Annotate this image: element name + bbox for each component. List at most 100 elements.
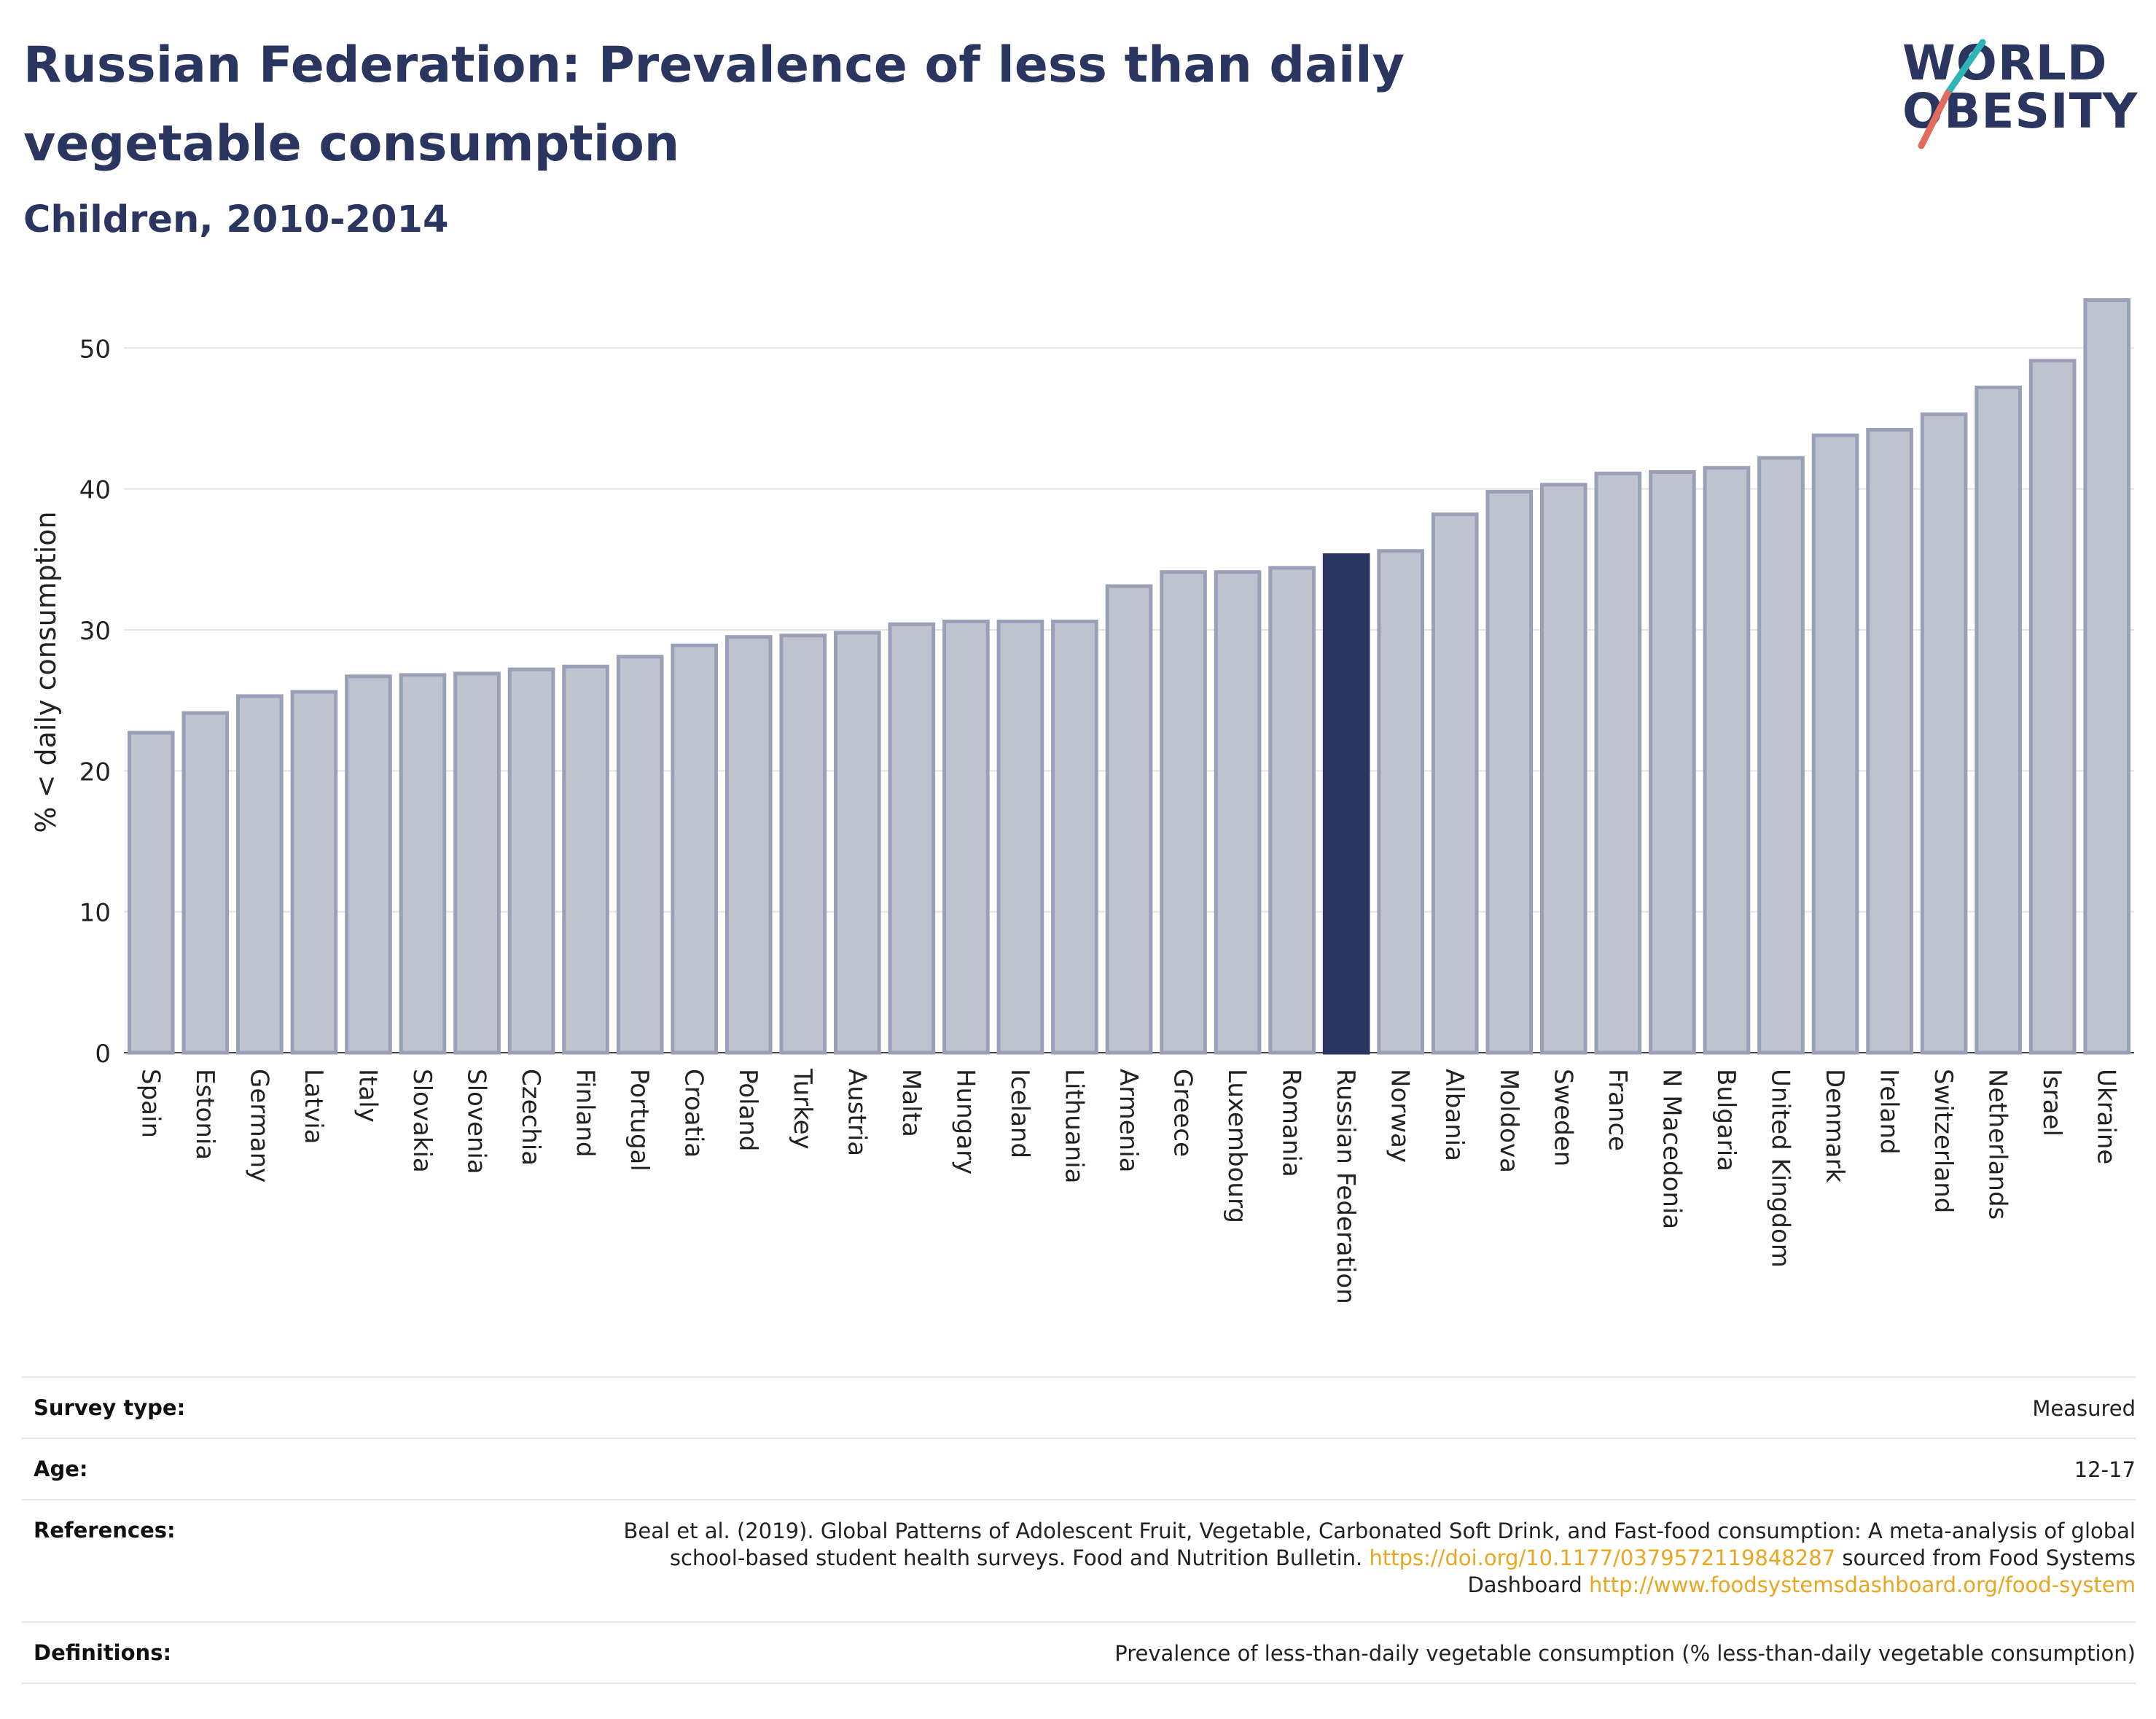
bar: [507, 667, 555, 1055]
meta-end-divider: [22, 1683, 2136, 1684]
x-tick-label: Armenia: [1114, 1069, 1143, 1173]
y-axis-title: % < daily consumption: [30, 511, 62, 833]
x-tick-label: N Macedonia: [1657, 1069, 1686, 1229]
y-tick-label: 40: [79, 476, 111, 505]
y-tick-label: 10: [79, 899, 111, 928]
x-tick-label: Poland: [733, 1069, 762, 1152]
bar-chart: 0 10 20 30 40 50 % < daily consumption Spain Est…: [30, 298, 2134, 1304]
references-doi-link[interactable]: https://doi.org/10.1177/0379572119848287: [1369, 1545, 1836, 1570]
bar: [399, 673, 447, 1055]
x-tick-label: United Kingdom: [1765, 1069, 1794, 1268]
logo-line-1: WORLD: [1902, 35, 2108, 91]
y-tick-label: 20: [79, 757, 111, 787]
bar: [1268, 566, 1316, 1055]
x-tick-label: Bulgaria: [1711, 1069, 1741, 1172]
bar: [1866, 427, 1913, 1055]
definitions-value: Prevalence of less-than-daily vegetable …: [1114, 1641, 2136, 1666]
world-obesity-logo[interactable]: WORLD OBESITY: [1902, 36, 2143, 153]
x-tick-label: Norway: [1386, 1069, 1415, 1163]
meta-row-age: Age: 12-17: [22, 1438, 2136, 1499]
x-tick-label: Latvia: [299, 1069, 328, 1145]
x-tick-label: Turkey: [788, 1068, 817, 1150]
references-text: Beal et al. (2019). Global Patterns of A…: [623, 1519, 2136, 1570]
chart-title: Russian Federation: Prevalence of less t…: [23, 36, 1405, 173]
bar: [453, 671, 501, 1055]
bar: [1377, 549, 1425, 1055]
bar: [127, 730, 175, 1055]
bar: [779, 634, 827, 1055]
references-value: Beal et al. (2019). Global Patterns of A…: [590, 1518, 2136, 1599]
x-tick-label: Spain: [136, 1069, 165, 1138]
bar: [1975, 385, 2022, 1055]
x-tick-label: Finland: [571, 1069, 600, 1158]
x-tick-label: Slovakia: [407, 1069, 437, 1173]
x-tick-label: Croatia: [679, 1069, 708, 1158]
age-label: Age:: [34, 1457, 88, 1481]
bar: [181, 711, 230, 1055]
bar: [1811, 433, 1859, 1055]
bar: [1485, 490, 1534, 1055]
bar: [1540, 483, 1587, 1055]
bar: [671, 643, 718, 1055]
bar: [996, 619, 1044, 1055]
definitions-label: Definitions:: [34, 1640, 172, 1665]
x-tick-label: Czechia: [516, 1069, 545, 1166]
bar: [1431, 512, 1479, 1055]
meta-row-definitions: Definitions: Prevalence of less-than-dai…: [22, 1621, 2136, 1683]
x-tick-label: Israel: [2037, 1069, 2066, 1137]
x-tick-label: Italy: [353, 1069, 382, 1123]
x-tick-label: Portugal: [625, 1069, 654, 1172]
x-tick-label: Switzerland: [1929, 1069, 1958, 1213]
bar: [1703, 466, 1751, 1055]
meta-row-survey: Survey type: Measured: [22, 1376, 2136, 1438]
survey-type-value: Measured: [2032, 1396, 2136, 1421]
bar: [724, 635, 773, 1055]
bar: [1322, 553, 1370, 1055]
bar: [1757, 456, 1805, 1055]
meta-row-references: References: Beal et al. (2019). Global P…: [22, 1499, 2136, 1621]
x-tick-label: Malta: [897, 1069, 926, 1137]
x-tick-label: Lithuania: [1059, 1069, 1088, 1183]
x-tick-label: Iceland: [1005, 1069, 1034, 1158]
x-tick-label: Greece: [1168, 1069, 1198, 1157]
bar: [616, 655, 664, 1055]
x-tick-label: Moldova: [1494, 1069, 1523, 1173]
x-tick-label: Sweden: [1548, 1069, 1577, 1166]
bar: [1105, 584, 1153, 1055]
metadata-table: Survey type: Measured Age: 12-17 Referen…: [22, 1376, 2136, 1684]
age-value: 12-17: [2074, 1457, 2136, 1482]
x-tick-label: Russian Federation: [1331, 1069, 1360, 1304]
bar: [1214, 570, 1262, 1055]
x-tick-label: Albania: [1440, 1069, 1469, 1161]
bar: [2083, 298, 2131, 1055]
bar: [1160, 570, 1207, 1055]
bar: [290, 690, 338, 1055]
logo-slash-icon: [1918, 39, 1986, 149]
x-tick-label: Austria: [842, 1069, 871, 1156]
x-tick-label: Estonia: [190, 1069, 219, 1160]
chart-subtitle: Children, 2010-2014: [23, 198, 449, 241]
x-tick-label: Hungary: [950, 1069, 980, 1174]
references-url-link[interactable]: http://www.foodsystemsdashboard.org/food…: [1589, 1572, 2136, 1597]
bar: [1920, 412, 1968, 1055]
x-tick-label: Netherlands: [1983, 1069, 2012, 1220]
references-mid-text: sourced from Food Systems Dashboard: [1467, 1545, 2136, 1597]
bar: [2028, 359, 2077, 1055]
y-tick-label: 0: [95, 1040, 111, 1069]
bar: [345, 674, 392, 1055]
x-tick-label: Germany: [244, 1069, 273, 1182]
y-tick-label: 50: [79, 335, 111, 364]
bar: [562, 664, 609, 1055]
bar: [888, 622, 936, 1055]
bar: [1594, 471, 1642, 1055]
bar: [833, 631, 881, 1055]
x-tick-label: Romania: [1277, 1069, 1306, 1177]
bar: [1051, 619, 1098, 1055]
x-tick-label: Ukraine: [2092, 1069, 2121, 1164]
x-tick-label: Ireland: [1875, 1069, 1904, 1155]
bar: [942, 619, 990, 1055]
x-tick-label: Slovenia: [462, 1069, 491, 1174]
bar: [1649, 469, 1696, 1055]
x-tick-label: Denmark: [1820, 1069, 1849, 1183]
x-tick-label: France: [1603, 1069, 1632, 1151]
